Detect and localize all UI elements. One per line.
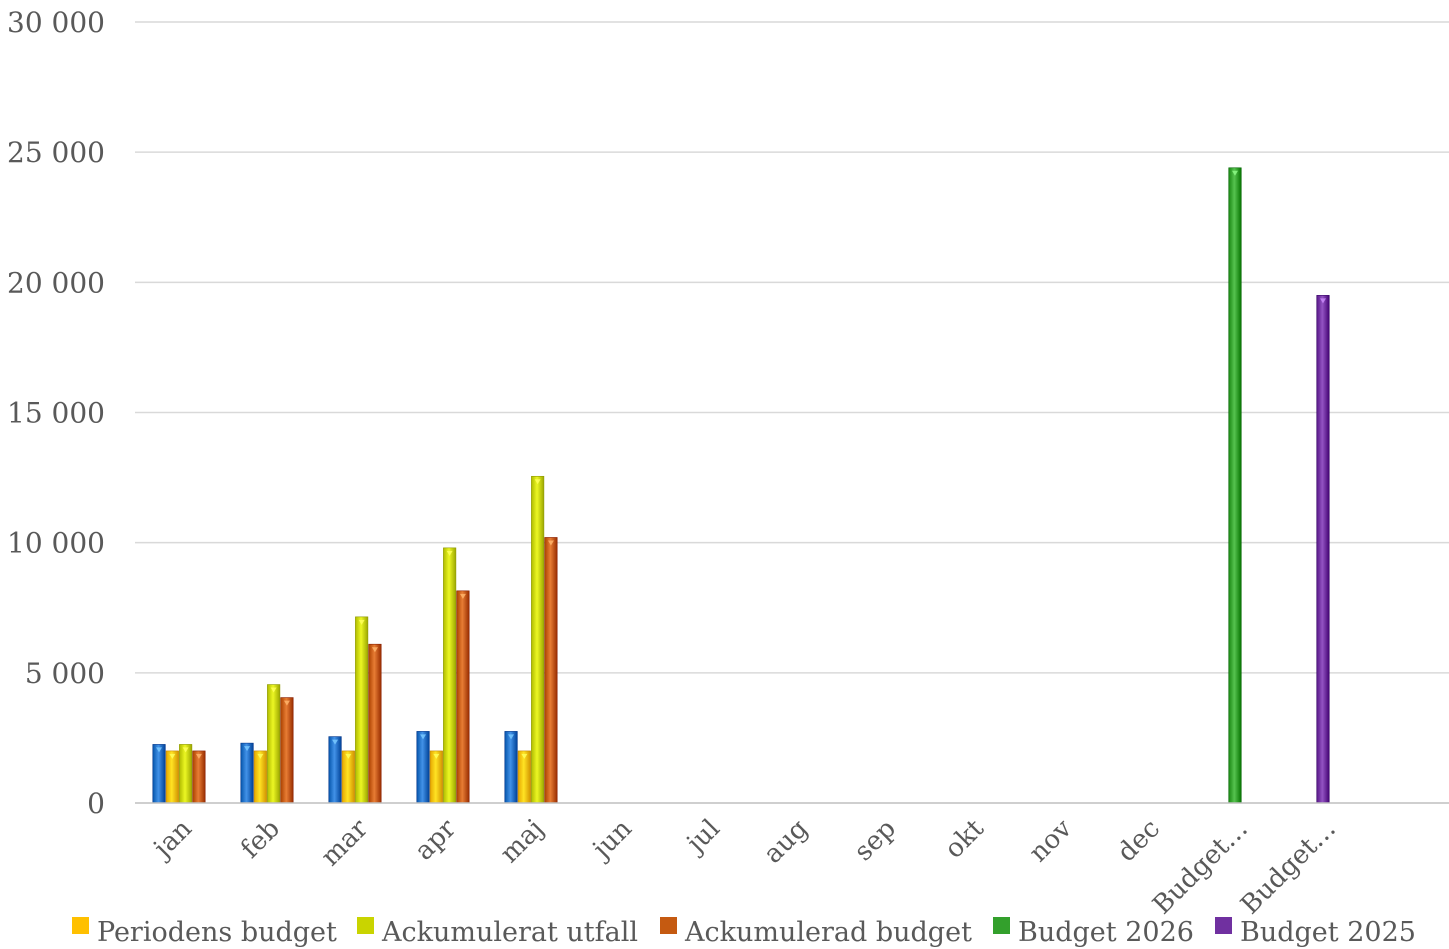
- bar: [1316, 295, 1330, 804]
- bar-layer: [152, 167, 1330, 804]
- legend-item: Ackumulerad budget: [660, 917, 972, 948]
- bar: [429, 750, 443, 804]
- y-tick-label: 20 000: [7, 266, 105, 299]
- legend: Periodens budget Ackumulerat utfall Ackumu…: [72, 917, 1416, 948]
- bar: [355, 616, 369, 804]
- bar: [152, 744, 166, 804]
- bar: [192, 750, 206, 804]
- bar: [1228, 167, 1242, 804]
- x-tick-label: mar: [316, 813, 375, 872]
- bar: [456, 590, 470, 804]
- y-tick-label: 25 000: [7, 136, 105, 169]
- x-tick-label: dec: [1112, 814, 1166, 868]
- bar: [368, 643, 382, 804]
- x-tick-label: sep: [849, 814, 902, 867]
- bar: [165, 750, 179, 804]
- x-tick-label: jan: [146, 814, 198, 866]
- y-tick-label: 0: [87, 787, 105, 820]
- x-tick-label: feb: [235, 814, 286, 865]
- bar: [280, 697, 294, 804]
- x-tick-label: okt: [939, 813, 990, 864]
- legend-label: Budget 2026: [1018, 917, 1194, 948]
- x-tick-label: jul: [679, 814, 726, 861]
- legend-item: Budget 2026: [993, 917, 1194, 948]
- y-tick-label: 10 000: [7, 527, 105, 560]
- legend-item: Budget 2025: [1215, 917, 1416, 948]
- y-tick-label: 5 000: [25, 657, 105, 690]
- legend-item: Ackumulerat utfall: [357, 917, 638, 948]
- legend-label: Budget 2025: [1240, 917, 1416, 948]
- grid-layer: [135, 21, 1449, 674]
- legend-swatch: [72, 917, 89, 934]
- bar: [253, 750, 267, 804]
- bar: [416, 731, 430, 804]
- legend-swatch: [1215, 917, 1232, 934]
- x-tick-label: Budget…: [1235, 814, 1342, 921]
- y-tick-label: 30 000: [7, 6, 105, 39]
- x-tick-label: nov: [1023, 814, 1078, 869]
- x-tick-label: Budget…: [1147, 814, 1254, 921]
- x-tick-label: apr: [409, 813, 462, 866]
- bar: [443, 547, 457, 804]
- legend-swatch: [660, 917, 677, 934]
- bar: [267, 684, 281, 804]
- legend-label: Ackumulerat utfall: [381, 917, 638, 948]
- bar: [544, 537, 558, 804]
- bar: [341, 750, 355, 804]
- x-tick-label: aug: [758, 814, 814, 870]
- legend-label: Periodens budget: [97, 917, 337, 948]
- bar: [179, 744, 193, 804]
- bar: [504, 731, 518, 804]
- bar: [531, 475, 545, 804]
- bar: [240, 742, 254, 804]
- legend-swatch: [357, 917, 374, 934]
- y-tick-label: 15 000: [7, 397, 105, 430]
- legend-item: Periodens budget: [72, 917, 337, 948]
- legend-label: Ackumulerad budget: [684, 917, 972, 948]
- x-tick-label: maj: [495, 814, 550, 869]
- bar: [328, 736, 342, 804]
- bar: [517, 750, 531, 804]
- x-tick-label: jun: [585, 814, 638, 867]
- legend-swatch: [993, 917, 1010, 934]
